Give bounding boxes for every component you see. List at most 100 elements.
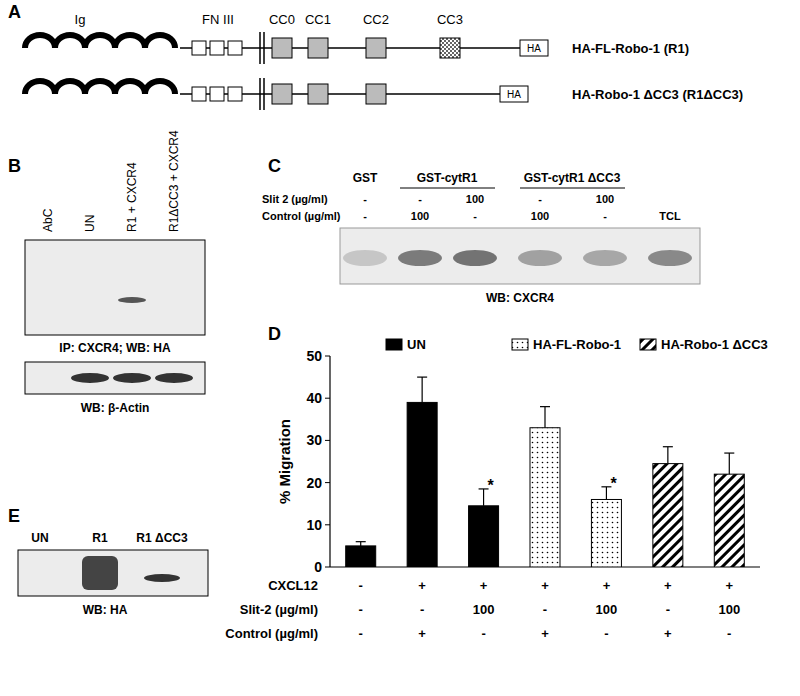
error-line bbox=[729, 453, 730, 474]
condition-value: - bbox=[543, 602, 547, 617]
error-line bbox=[360, 542, 361, 546]
row-label: Control (µg/ml) bbox=[262, 210, 341, 222]
error-cap bbox=[417, 377, 427, 378]
panel-a: IgFN IIICC0CC1CC2CC3HAHA-FL-Robo-1 (R1)H… bbox=[25, 12, 743, 110]
legend-swatch bbox=[386, 339, 402, 350]
lane-label: R1 + CXCR4 bbox=[125, 162, 139, 232]
membrane bbox=[263, 78, 265, 110]
panel-letter: A bbox=[8, 2, 21, 22]
bars bbox=[346, 377, 745, 567]
lane-label: TCL bbox=[659, 210, 681, 222]
legend-item: HA-Robo-1 ΔCC3 bbox=[640, 337, 768, 352]
fn3-domain bbox=[210, 87, 224, 101]
row-value: - bbox=[473, 210, 477, 222]
y-tick bbox=[325, 356, 330, 357]
y-tick bbox=[325, 482, 330, 483]
domain-label: CC3 bbox=[437, 12, 463, 27]
condition-value: - bbox=[666, 602, 670, 617]
group-label: GST-cytR1 ΔCC3 bbox=[524, 171, 621, 185]
cc-domain bbox=[366, 84, 386, 104]
lane-label: R1 ΔCC3 bbox=[136, 531, 188, 545]
legend-swatch bbox=[512, 339, 528, 350]
fn3-domain bbox=[228, 87, 242, 101]
legend-label: HA-FL-Robo-1 bbox=[533, 337, 621, 352]
blot-caption: IP: CXCR4; WB: HA bbox=[59, 341, 171, 355]
panel-e: UNR1R1 ΔCC3WB: HA bbox=[18, 531, 208, 617]
panel-d: 01020304050% Migration**UNHA-FL-Robo-1HA… bbox=[225, 337, 768, 641]
ha-label: HA bbox=[527, 43, 541, 54]
fn3-domain bbox=[228, 41, 242, 55]
error-line bbox=[544, 407, 545, 428]
band bbox=[82, 556, 118, 590]
y-tick bbox=[325, 524, 330, 525]
bar bbox=[530, 428, 560, 567]
significance: * bbox=[488, 477, 495, 494]
panel-letter: D bbox=[268, 324, 281, 344]
legend-item: UN bbox=[386, 337, 426, 352]
cc3-domain bbox=[440, 38, 460, 58]
blot-caption: WB: HA bbox=[83, 603, 128, 617]
bar bbox=[653, 464, 683, 567]
fn3-domain bbox=[192, 41, 206, 55]
construct-label: HA-FL-Robo-1 (R1) bbox=[572, 41, 689, 56]
cc-domain bbox=[272, 84, 292, 104]
error-line bbox=[606, 487, 607, 500]
y-axis-label: % Migration bbox=[276, 419, 293, 504]
ha-tag bbox=[520, 40, 548, 56]
panel-c: GSTGST-cytR1GST-cytR1 ΔCC3Slit 2 (µg/ml)… bbox=[262, 171, 700, 305]
panel-b: AbC UN R1 + CXCR4 R1ΔCC3 + CXCR4 IP: CXCR4; … bbox=[25, 130, 205, 415]
panel-letter: B bbox=[8, 156, 21, 176]
blot bbox=[340, 228, 700, 284]
membrane bbox=[259, 32, 261, 64]
condition-value: - bbox=[359, 578, 363, 593]
blot-caption: WB: CXCR4 bbox=[486, 291, 554, 305]
y-axis bbox=[329, 356, 330, 567]
figure: ABCDEIgFN IIICC0CC1CC2CC3HAHA-FL-Robo-1 … bbox=[0, 0, 800, 696]
cc-domain bbox=[272, 38, 292, 58]
y-tick bbox=[325, 440, 330, 441]
condition-label: CXCL12 bbox=[268, 578, 318, 593]
domain-label: CC1 bbox=[305, 12, 331, 27]
domain-label: FN III bbox=[202, 12, 234, 27]
lane-label: R1ΔCC3 + CXCR4 bbox=[167, 130, 181, 232]
error-bar bbox=[356, 542, 366, 546]
legend-item: HA-FL-Robo-1 bbox=[512, 337, 621, 352]
lane-label: UN bbox=[83, 215, 97, 232]
fn3-domain bbox=[192, 87, 206, 101]
construct-label: HA-Robo-1 ΔCC3 (R1ΔCC3) bbox=[572, 87, 743, 102]
condition-value: - bbox=[604, 626, 608, 641]
error-cap bbox=[356, 541, 366, 542]
row-value: - bbox=[363, 210, 367, 222]
condition-value: + bbox=[418, 626, 426, 641]
condition-value: + bbox=[725, 578, 733, 593]
band bbox=[155, 373, 193, 383]
condition-value: 100 bbox=[718, 602, 740, 617]
y-tick-label: 0 bbox=[314, 559, 322, 575]
band bbox=[453, 250, 497, 266]
legend-label: HA-Robo-1 ΔCC3 bbox=[661, 337, 768, 352]
y-tick bbox=[325, 567, 330, 568]
significance: * bbox=[610, 475, 617, 492]
band bbox=[343, 250, 387, 266]
error-cap bbox=[724, 452, 734, 453]
condition-value: + bbox=[664, 626, 672, 641]
band bbox=[518, 250, 562, 266]
error-cap bbox=[540, 406, 550, 407]
y-tick-label: 10 bbox=[306, 517, 322, 533]
condition-value: + bbox=[603, 578, 611, 593]
y-tick-label: 30 bbox=[306, 432, 322, 448]
legend-swatch bbox=[640, 339, 656, 350]
condition-value: - bbox=[481, 626, 485, 641]
legend-label: UN bbox=[407, 337, 426, 352]
error-bar bbox=[417, 377, 427, 402]
lane-label: AbC bbox=[41, 208, 55, 232]
row-label: Slit 2 (µg/ml) bbox=[262, 193, 328, 205]
y-tick-label: 20 bbox=[306, 475, 322, 491]
error-bar bbox=[724, 453, 734, 474]
membrane bbox=[259, 78, 261, 110]
y-tick-label: 40 bbox=[306, 390, 322, 406]
error-bar bbox=[540, 407, 550, 428]
cc-domain bbox=[366, 38, 386, 58]
band bbox=[398, 250, 442, 266]
row-value: - bbox=[603, 210, 607, 222]
